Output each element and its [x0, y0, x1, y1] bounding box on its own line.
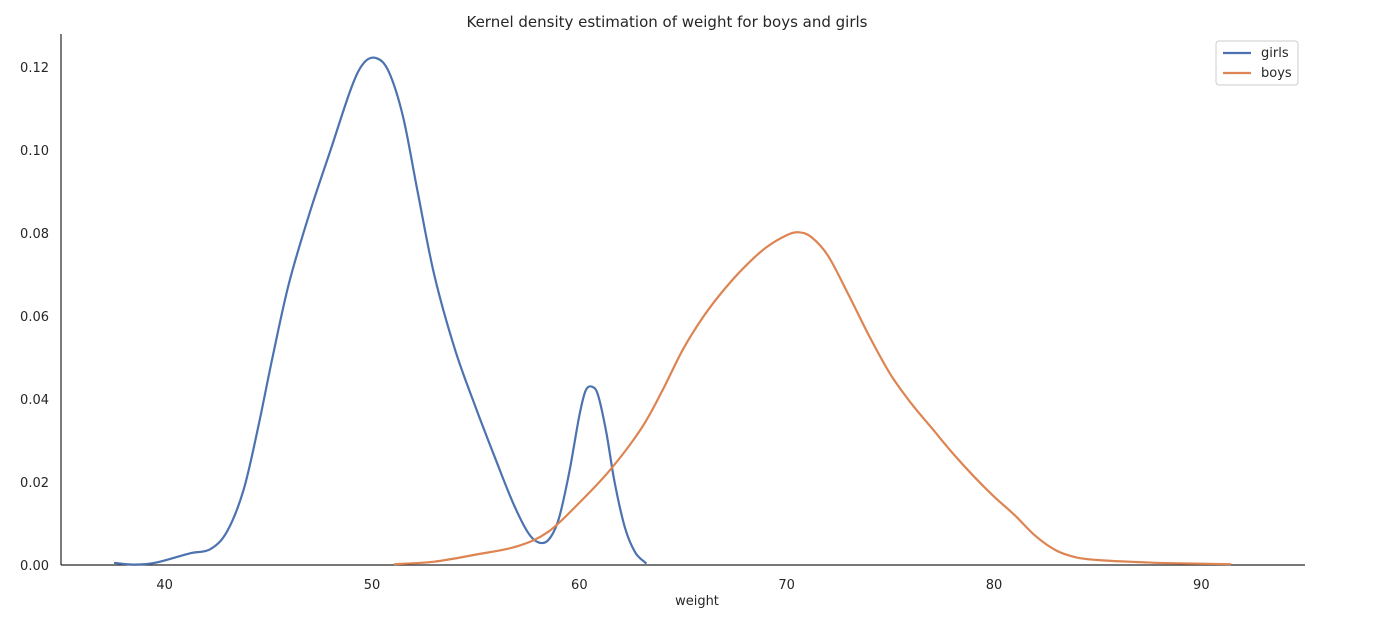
legend: girls boys: [1215, 40, 1299, 86]
y-ticks: 0.00 0.02 0.04 0.06 0.08 0.10 0.12: [20, 61, 49, 574]
series-line-girls: [113, 56, 647, 566]
y-tick-label: 0.10: [20, 144, 49, 159]
x-tick-label: 40: [156, 578, 173, 593]
y-tick-label: 0.04: [20, 393, 49, 408]
y-tick-label: 0.12: [20, 61, 49, 76]
series-layer: [113, 56, 1232, 566]
y-tick-label: 0.06: [20, 310, 49, 325]
y-tick-label: 0.00: [20, 559, 49, 574]
y-tick-label: 0.02: [20, 476, 49, 491]
x-tick-label: 70: [778, 578, 795, 593]
x-tick-label: 60: [571, 578, 588, 593]
series-line-boys: [393, 231, 1232, 566]
plot-area: 0.00 0.02 0.04 0.06 0.08 0.10 0.12 40 50 60 70 80 9…: [20, 34, 1305, 593]
x-tick-label: 50: [364, 578, 381, 593]
x-ticks: 40 50 60 70 80 90: [156, 578, 1209, 593]
x-tick-label: 80: [986, 578, 1003, 593]
legend-label-girls: girls: [1261, 46, 1289, 61]
legend-label-boys: boys: [1261, 66, 1292, 81]
x-tick-label: 90: [1193, 578, 1210, 593]
x-axis-label: weight: [675, 594, 719, 609]
chart-title: Kernel density estimation of weight for …: [466, 13, 867, 31]
y-tick-label: 0.08: [20, 227, 49, 242]
